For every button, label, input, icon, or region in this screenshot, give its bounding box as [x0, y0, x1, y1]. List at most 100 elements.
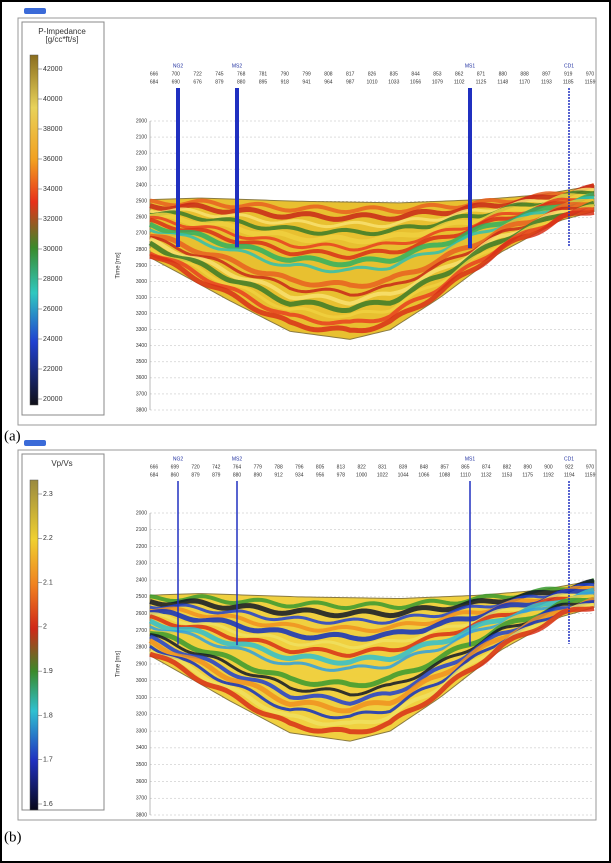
colorbar-tick-label: 1.7 — [43, 757, 53, 764]
seismic-layer — [149, 192, 595, 245]
seismic-layer — [149, 190, 595, 237]
colorbar-tick-label: 42000 — [43, 66, 63, 73]
logo — [24, 8, 46, 14]
trace-label: 880 — [237, 79, 246, 85]
trace-label: 1125 — [476, 79, 487, 85]
trace-label: 1033 — [388, 79, 399, 85]
time-tick-label: 3400 — [136, 745, 147, 751]
well-name: MS1 — [465, 456, 476, 462]
seismic-layer — [149, 587, 595, 642]
time-tick-label: 2100 — [136, 527, 147, 533]
trace-label: 808 — [324, 71, 333, 77]
trace-label: 817 — [346, 71, 355, 77]
time-tick-label: 2200 — [136, 150, 147, 156]
trace-label: 1079 — [432, 79, 443, 85]
time-tick-label: 3100 — [136, 695, 147, 701]
trace-label: 684 — [150, 472, 159, 478]
seismic-layer — [149, 585, 595, 634]
trace-label: 919 — [564, 71, 573, 77]
well-name: MS2 — [232, 456, 243, 462]
trace-label: 853 — [433, 71, 442, 77]
colorbar-tick-label: 32000 — [43, 216, 63, 223]
colorbar-tick-label: 1.8 — [43, 712, 53, 719]
time-tick-label: 3000 — [136, 678, 147, 684]
trace-label: 879 — [191, 472, 200, 478]
trace-label: 970 — [586, 71, 595, 77]
time-tick-label: 3200 — [136, 712, 147, 718]
seismic-layer — [149, 603, 595, 727]
well-name: CD1 — [564, 456, 574, 462]
trace-label: 742 — [212, 464, 221, 470]
panel-label: (a) — [4, 428, 21, 444]
seismic-layer — [149, 193, 595, 252]
trace-label: 722 — [193, 71, 202, 77]
trace-label: 897 — [542, 71, 551, 77]
time-tick-label: 2300 — [136, 561, 147, 567]
colorbar-tick-label: 1.6 — [43, 801, 53, 808]
trace-label: 941 — [302, 79, 311, 85]
trace-label: 1159 — [585, 472, 596, 478]
colorbar-tick-label: 22000 — [43, 366, 63, 373]
trace-label: 964 — [324, 79, 333, 85]
colorbar-tick-label: 1.9 — [43, 668, 53, 675]
trace-label: 848 — [420, 464, 429, 470]
trace-label: 1193 — [541, 79, 552, 85]
colorbar-tick-label: 40000 — [43, 96, 63, 103]
seismic-layer — [149, 198, 595, 281]
trace-label: 835 — [390, 71, 399, 77]
well-name: NG2 — [173, 63, 184, 69]
time-tick-label: 2900 — [136, 263, 147, 269]
trace-label: 720 — [191, 464, 200, 470]
time-tick-label: 3300 — [136, 728, 147, 734]
seismic-layer — [149, 582, 595, 625]
trace-label: 796 — [295, 464, 304, 470]
trace-label: 1159 — [585, 79, 596, 85]
seismic-layer — [149, 187, 595, 229]
time-tick-label: 3700 — [136, 796, 147, 802]
colorbar-tick-label: 2.3 — [43, 491, 53, 498]
trace-label: 822 — [357, 464, 366, 470]
well-name: CD1 — [564, 63, 574, 69]
trace-label: 1000 — [356, 472, 367, 478]
trace-label: 880 — [233, 472, 242, 478]
seismic-layer — [149, 598, 595, 697]
trace-label: 805 — [316, 464, 325, 470]
trace-label: 880 — [499, 71, 508, 77]
seismic-layer — [149, 605, 595, 735]
time-tick-label: 3100 — [136, 295, 147, 301]
time-tick-label: 3600 — [136, 779, 147, 785]
colorbar-tick-label: 34000 — [43, 186, 63, 193]
time-axis-label: Time [ms] — [116, 252, 122, 278]
trace-label: 700 — [172, 71, 181, 77]
time-tick-label: 2500 — [136, 199, 147, 205]
trace-label: 865 — [461, 464, 470, 470]
time-tick-label: 2700 — [136, 628, 147, 634]
trace-label: 1192 — [543, 472, 554, 478]
time-tick-label: 2500 — [136, 594, 147, 600]
time-tick-label: 2600 — [136, 611, 147, 617]
trace-label: 1010 — [366, 79, 377, 85]
trace-label: 684 — [150, 79, 159, 85]
trace-label: 764 — [233, 464, 242, 470]
seismic-layer — [149, 209, 595, 334]
colorbar-tick-label: 36000 — [43, 156, 63, 163]
trace-label: 1132 — [481, 472, 492, 478]
trace-label: 922 — [565, 464, 574, 470]
trace-label: 895 — [259, 79, 268, 85]
time-tick-label: 2700 — [136, 231, 147, 237]
trace-label: 862 — [455, 71, 464, 77]
well-name: MS2 — [232, 63, 243, 69]
seismic-layer — [149, 202, 595, 297]
trace-label: 839 — [399, 464, 408, 470]
time-tick-label: 2800 — [136, 645, 147, 651]
trace-label: 890 — [524, 464, 533, 470]
trace-label: 690 — [172, 79, 181, 85]
trace-label: 1110 — [460, 472, 471, 478]
time-tick-label: 3200 — [136, 311, 147, 317]
trace-label: 1066 — [418, 472, 429, 478]
time-tick-label: 2300 — [136, 166, 147, 172]
trace-label: 1088 — [439, 472, 450, 478]
trace-label: 1056 — [410, 79, 421, 85]
